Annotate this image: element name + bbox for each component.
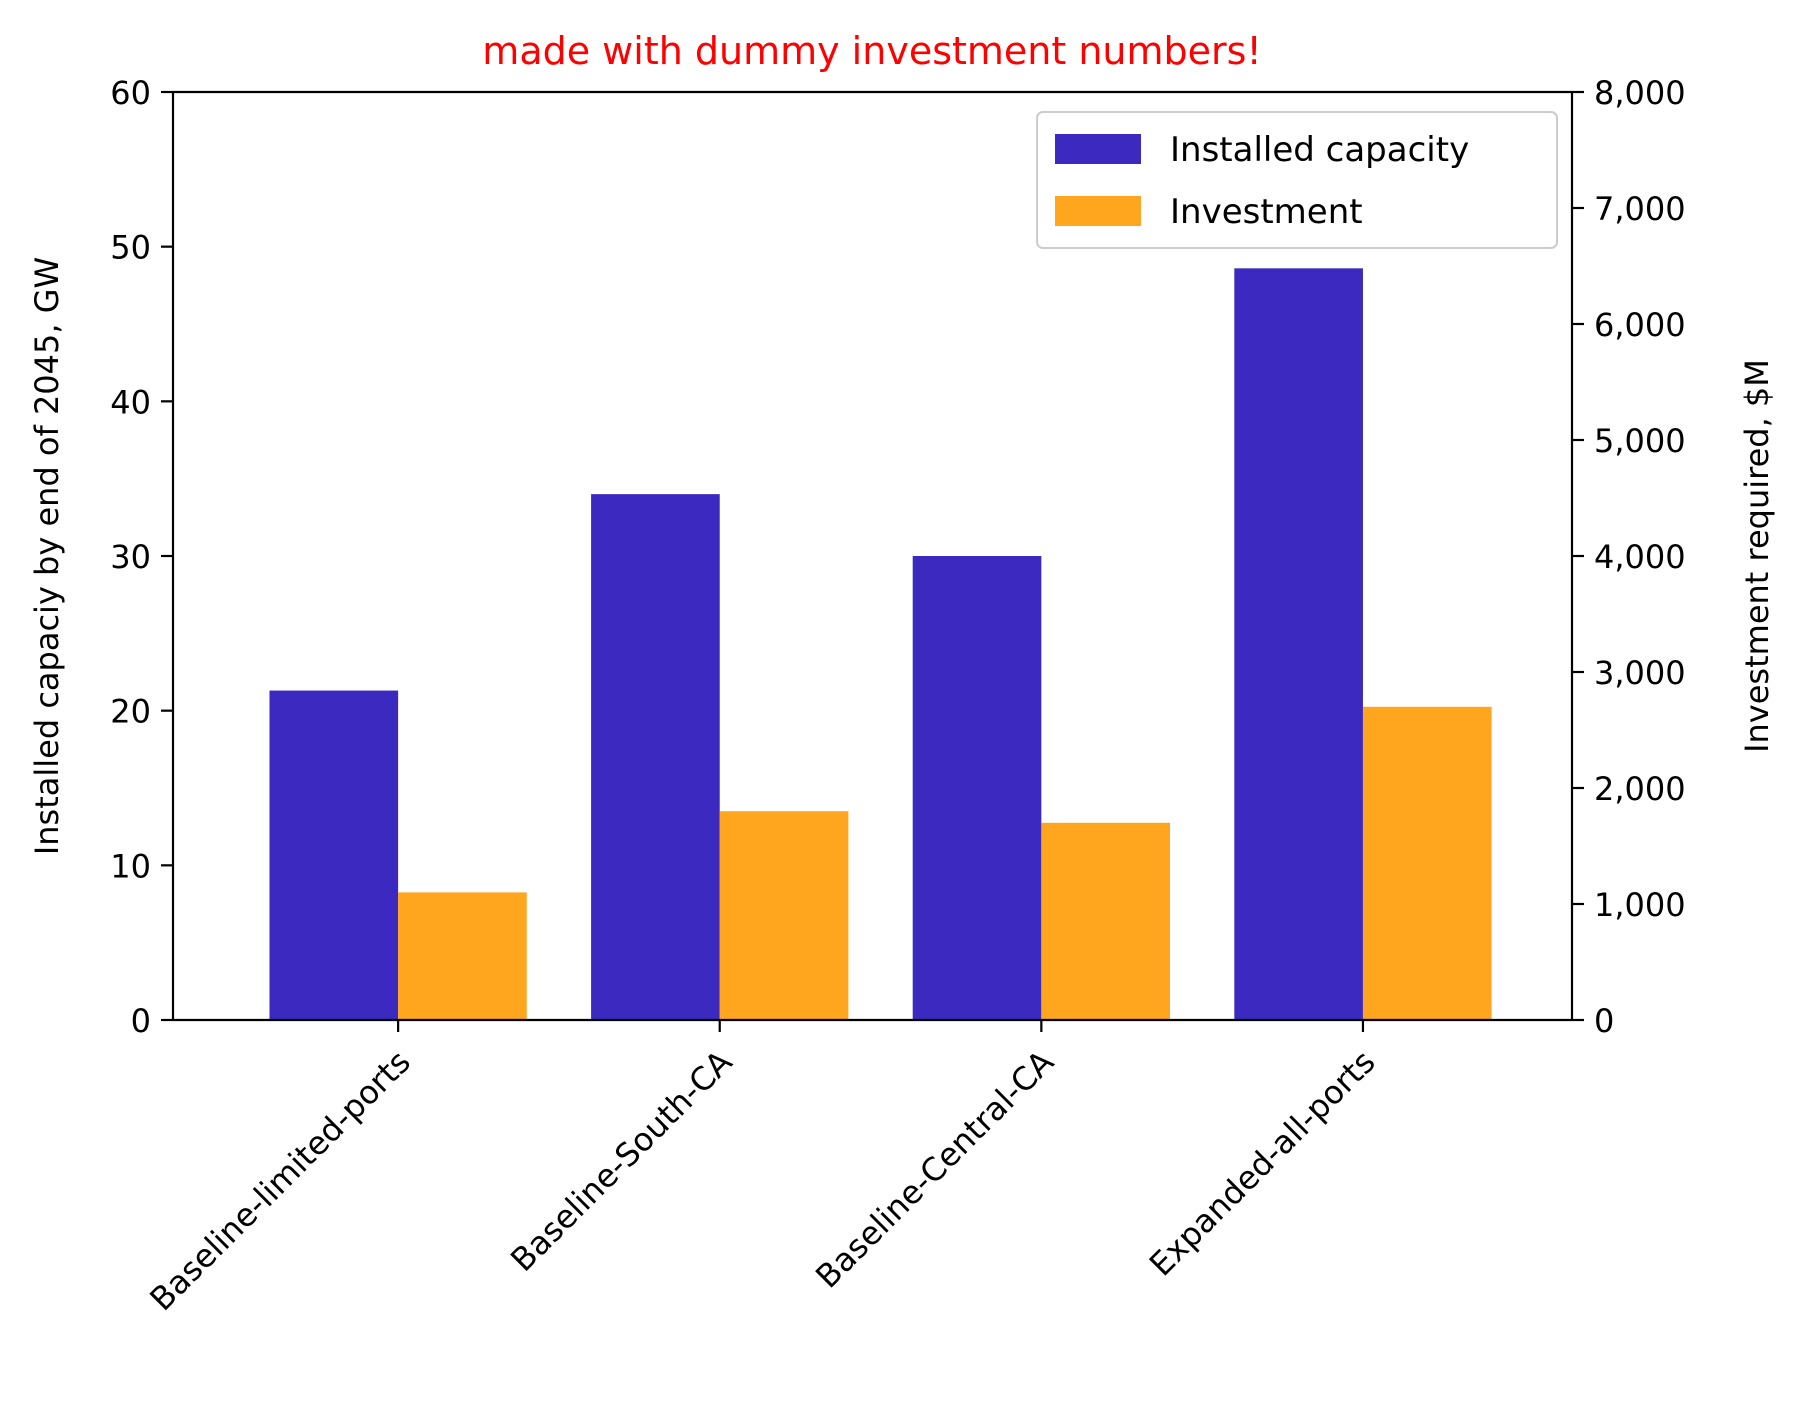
- legend-label-investment: Investment: [1170, 192, 1363, 232]
- legend-swatch-investment: [1055, 196, 1141, 226]
- legend-swatch-installed-capacity: [1055, 134, 1141, 164]
- x-tick-label: Expanded-all-ports: [1142, 1043, 1383, 1284]
- legend-label-installed-capacity: Installed capacity: [1170, 130, 1469, 170]
- bars: [269, 268, 1492, 1021]
- y-left-tick-label: 40: [110, 383, 151, 421]
- y-right-tick-label: 3,000: [1594, 654, 1686, 692]
- bar-investment-baseline-south-ca: [719, 811, 849, 1020]
- y-right-tick-label: 4,000: [1594, 538, 1686, 576]
- bar-installed-capacity-expanded-all-ports: [1234, 268, 1363, 1020]
- y-left-tick-label: 50: [110, 229, 151, 267]
- legend: Installed capacity Investment: [1036, 111, 1558, 249]
- y-right-tick-label: 0: [1594, 1002, 1614, 1040]
- y-left-tick-label: 0: [131, 1002, 151, 1040]
- x-tick-label: Baseline-limited-ports: [142, 1043, 417, 1318]
- bar-installed-capacity-baseline-limited-ports: [269, 690, 399, 1020]
- x-tick-label: Baseline-Central-CA: [808, 1043, 1061, 1296]
- y-left-tick-label: 10: [110, 847, 151, 885]
- bar-installed-capacity-baseline-central-ca: [912, 556, 1042, 1020]
- y-right-tick-label: 5,000: [1594, 422, 1686, 460]
- x-tick-label: Baseline-South-CA: [503, 1043, 739, 1279]
- y-left-tick-label: 60: [110, 74, 151, 112]
- y-right-tick-label: 1,000: [1594, 886, 1686, 924]
- bar-installed-capacity-baseline-south-ca: [591, 494, 720, 1021]
- y-axis-label-left: Installed capaciy by end of 2045, GW: [28, 257, 66, 855]
- legend-box: [1036, 111, 1558, 249]
- bar-investment-expanded-all-ports: [1362, 706, 1492, 1020]
- y-right-tick-label: 7,000: [1594, 190, 1686, 228]
- bar-investment-baseline-central-ca: [1041, 822, 1170, 1020]
- bar-investment-baseline-limited-ports: [398, 892, 527, 1020]
- y-left-tick-label: 30: [110, 538, 151, 576]
- y-right-tick-label: 2,000: [1594, 770, 1686, 808]
- chart-title: made with dummy investment numbers!: [482, 29, 1261, 73]
- y-left-tick-label: 20: [110, 693, 151, 731]
- y-right-tick-label: 6,000: [1594, 306, 1686, 344]
- y-axis-label-right: Investment required, $M: [1738, 359, 1776, 753]
- y-right-tick-label: 8,000: [1594, 74, 1686, 112]
